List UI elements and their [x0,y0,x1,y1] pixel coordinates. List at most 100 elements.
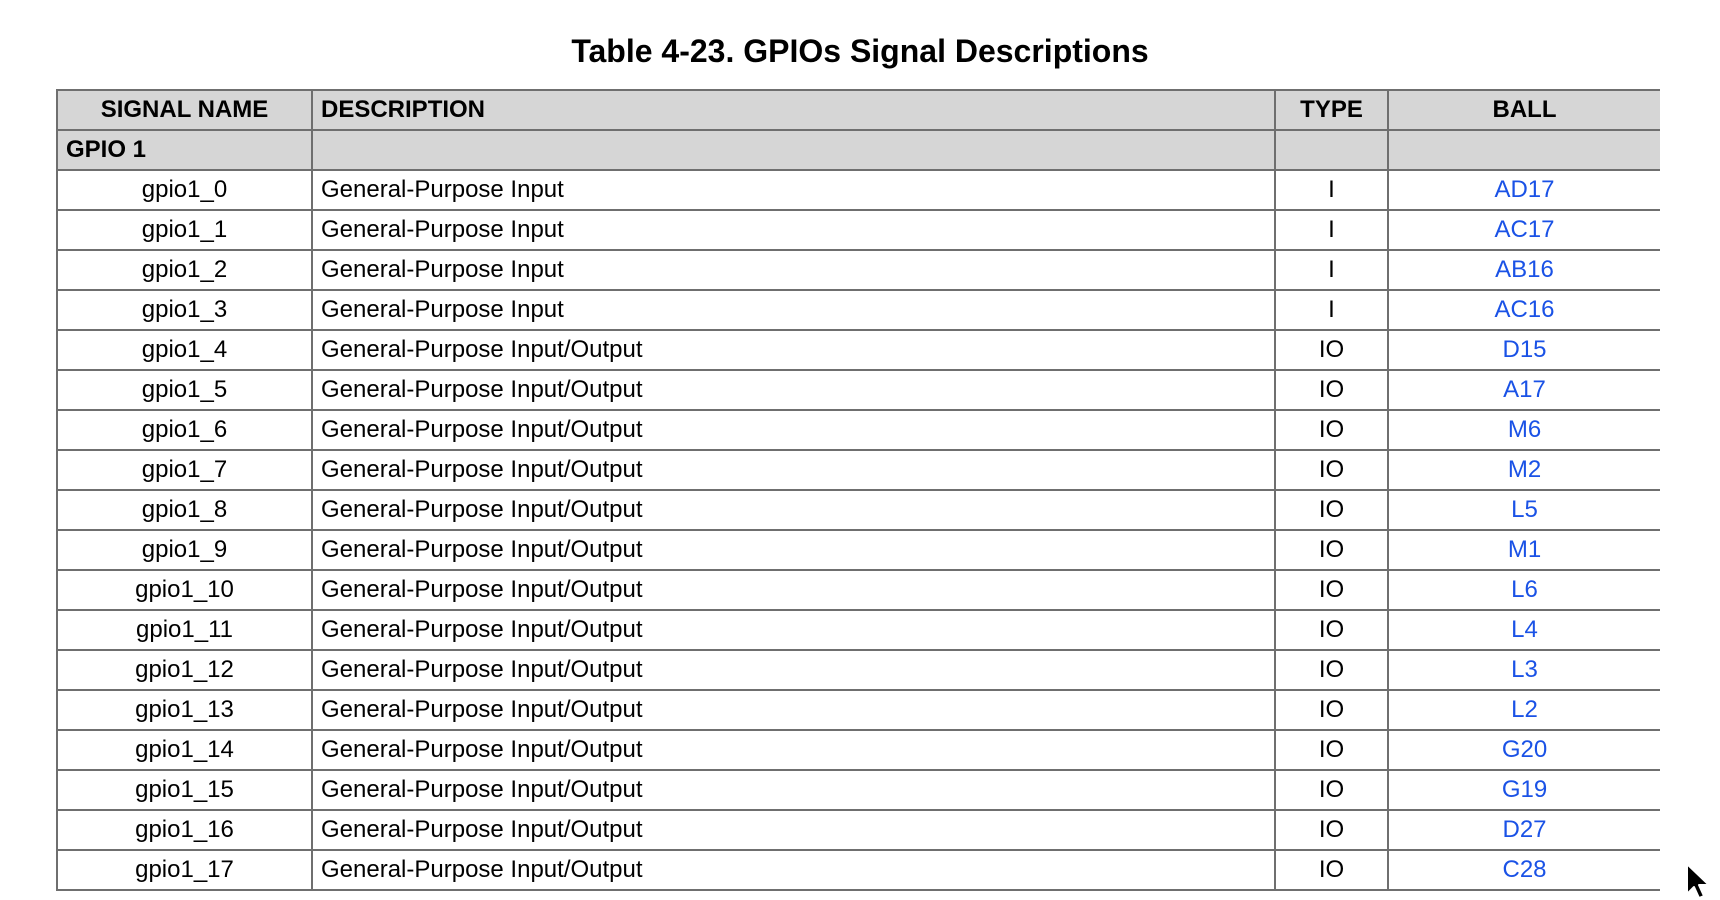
ball-cell: D27 [1387,809,1660,851]
group-cell-empty [311,129,1276,171]
ball-link[interactable]: C28 [1502,856,1547,883]
ball-link[interactable]: AC16 [1494,296,1555,323]
type-cell: IO [1274,449,1389,491]
type-cell: I [1274,209,1389,251]
table-row: gpio1_12 General-Purpose Input/Output IO L3 [56,649,1660,691]
ball-cell: M2 [1387,449,1660,491]
ball-cell: L6 [1387,569,1660,611]
type-cell: IO [1274,489,1389,531]
table-row: gpio1_14 General-Purpose Input/Output IO G2… [56,729,1660,771]
table-container[interactable]: SIGNAL NAME DESCRIPTION TYPE BALL GPIO 1… [56,89,1660,900]
ball-link[interactable]: L4 [1511,616,1538,643]
table-row: gpio1_16 General-Purpose Input/Output IO D2… [56,809,1660,851]
ball-cell: AB16 [1387,249,1660,291]
ball-link[interactable]: M1 [1507,536,1542,563]
ball-link[interactable]: L5 [1511,496,1538,523]
ball-cell: L5 [1387,489,1660,531]
description-cell: General-Purpose Input [311,169,1276,211]
ball-cell: M1 [1387,529,1660,571]
description-cell: General-Purpose Input [311,209,1276,251]
signal-name-cell: gpio1_13 [56,689,313,731]
signal-name-cell: gpio1_6 [56,409,313,451]
signal-name-cell: gpio1_17 [56,849,313,891]
type-cell: IO [1274,529,1389,571]
ball-cell: AC17 [1387,209,1660,251]
table-row: gpio1_6 General-Purpose Input/Output IO M6 [56,409,1660,451]
ball-cell: G20 [1387,729,1660,771]
signal-name-cell: gpio1_0 [56,169,313,211]
signal-name-cell: gpio1_8 [56,489,313,531]
table-row: gpio1_3 General-Purpose Input I AC16 [56,289,1660,331]
type-cell: I [1274,169,1389,211]
ball-link[interactable]: L6 [1511,576,1538,603]
table-row: gpio1_8 General-Purpose Input/Output IO L5 [56,489,1660,531]
ball-cell: C28 [1387,849,1660,891]
table-row: gpio1_0 General-Purpose Input I AD17 [56,169,1660,211]
ball-link[interactable]: M2 [1507,456,1542,483]
type-cell: I [1274,289,1389,331]
type-cell: IO [1274,729,1389,771]
column-header-type: TYPE [1274,89,1389,131]
description-cell: General-Purpose Input/Output [311,809,1276,851]
signal-name-cell: gpio1_3 [56,289,313,331]
signal-name-cell: gpio1_9 [56,529,313,571]
description-cell: General-Purpose Input [311,249,1276,291]
description-cell: General-Purpose Input/Output [311,329,1276,371]
signal-name-cell: gpio1_4 [56,329,313,371]
description-cell: General-Purpose Input/Output [311,769,1276,811]
ball-cell: AC16 [1387,289,1660,331]
ball-cell: M6 [1387,409,1660,451]
description-cell: General-Purpose Input/Output [311,689,1276,731]
ball-link[interactable]: L2 [1511,696,1538,723]
signal-name-cell: gpio1_2 [56,249,313,291]
mouse-pointer-icon [1686,863,1710,899]
ball-cell: D15 [1387,329,1660,371]
table-row: gpio1_15 General-Purpose Input/Output IO G1… [56,769,1660,811]
type-cell: IO [1274,369,1389,411]
type-cell: IO [1274,769,1389,811]
ball-link[interactable]: L3 [1511,656,1538,683]
table-title: Table 4-23. GPIOs Signal Descriptions [571,33,1149,69]
signal-name-cell: gpio1_5 [56,369,313,411]
ball-cell: A17 [1387,369,1660,411]
ball-link[interactable]: G19 [1501,776,1548,803]
signal-name-cell: gpio1_15 [56,769,313,811]
signal-name-cell: gpio1_14 [56,729,313,771]
description-cell: General-Purpose Input/Output [311,569,1276,611]
signal-name-cell: gpio1_10 [56,569,313,611]
table-row: gpio1_4 General-Purpose Input/Output IO D15 [56,329,1660,371]
type-cell: I [1274,249,1389,291]
type-cell: IO [1274,569,1389,611]
table-row: gpio1_2 General-Purpose Input I AB16 [56,249,1660,291]
ball-link[interactable]: D27 [1502,816,1547,843]
group-cell-empty [1387,129,1660,171]
group-cell-empty [1274,129,1389,171]
ball-link[interactable]: A17 [1503,376,1546,403]
type-cell: IO [1274,649,1389,691]
description-cell: General-Purpose Input/Output [311,729,1276,771]
description-cell: General-Purpose Input/Output [311,489,1276,531]
table-row: gpio1_17 General-Purpose Input/Output IO C2… [56,849,1660,891]
signal-name-cell: gpio1_16 [56,809,313,851]
group-label: GPIO 1 [56,129,313,171]
ball-link[interactable]: AB16 [1495,256,1554,283]
ball-link[interactable]: AC17 [1494,216,1555,243]
table-row: gpio1_10 General-Purpose Input/Output IO L6 [56,569,1660,611]
table-row: gpio1_9 General-Purpose Input/Output IO M1 [56,529,1660,571]
signal-name-cell: gpio1_1 [56,209,313,251]
type-cell: IO [1274,609,1389,651]
description-cell: General-Purpose Input/Output [311,449,1276,491]
ball-link[interactable]: M6 [1507,416,1542,443]
gpio-signal-table: SIGNAL NAME DESCRIPTION TYPE BALL GPIO 1… [56,89,1660,891]
type-cell: IO [1274,849,1389,891]
description-cell: General-Purpose Input/Output [311,849,1276,891]
description-cell: General-Purpose Input/Output [311,409,1276,451]
ball-link[interactable]: G20 [1501,736,1548,763]
table-row: gpio1_11 General-Purpose Input/Output IO L4 [56,609,1660,651]
description-cell: General-Purpose Input [311,289,1276,331]
column-header-ball: BALL [1387,89,1660,131]
ball-link[interactable]: D15 [1502,336,1547,363]
description-cell: General-Purpose Input/Output [311,609,1276,651]
table-row: gpio1_5 General-Purpose Input/Output IO A17 [56,369,1660,411]
ball-link[interactable]: AD17 [1494,176,1555,203]
